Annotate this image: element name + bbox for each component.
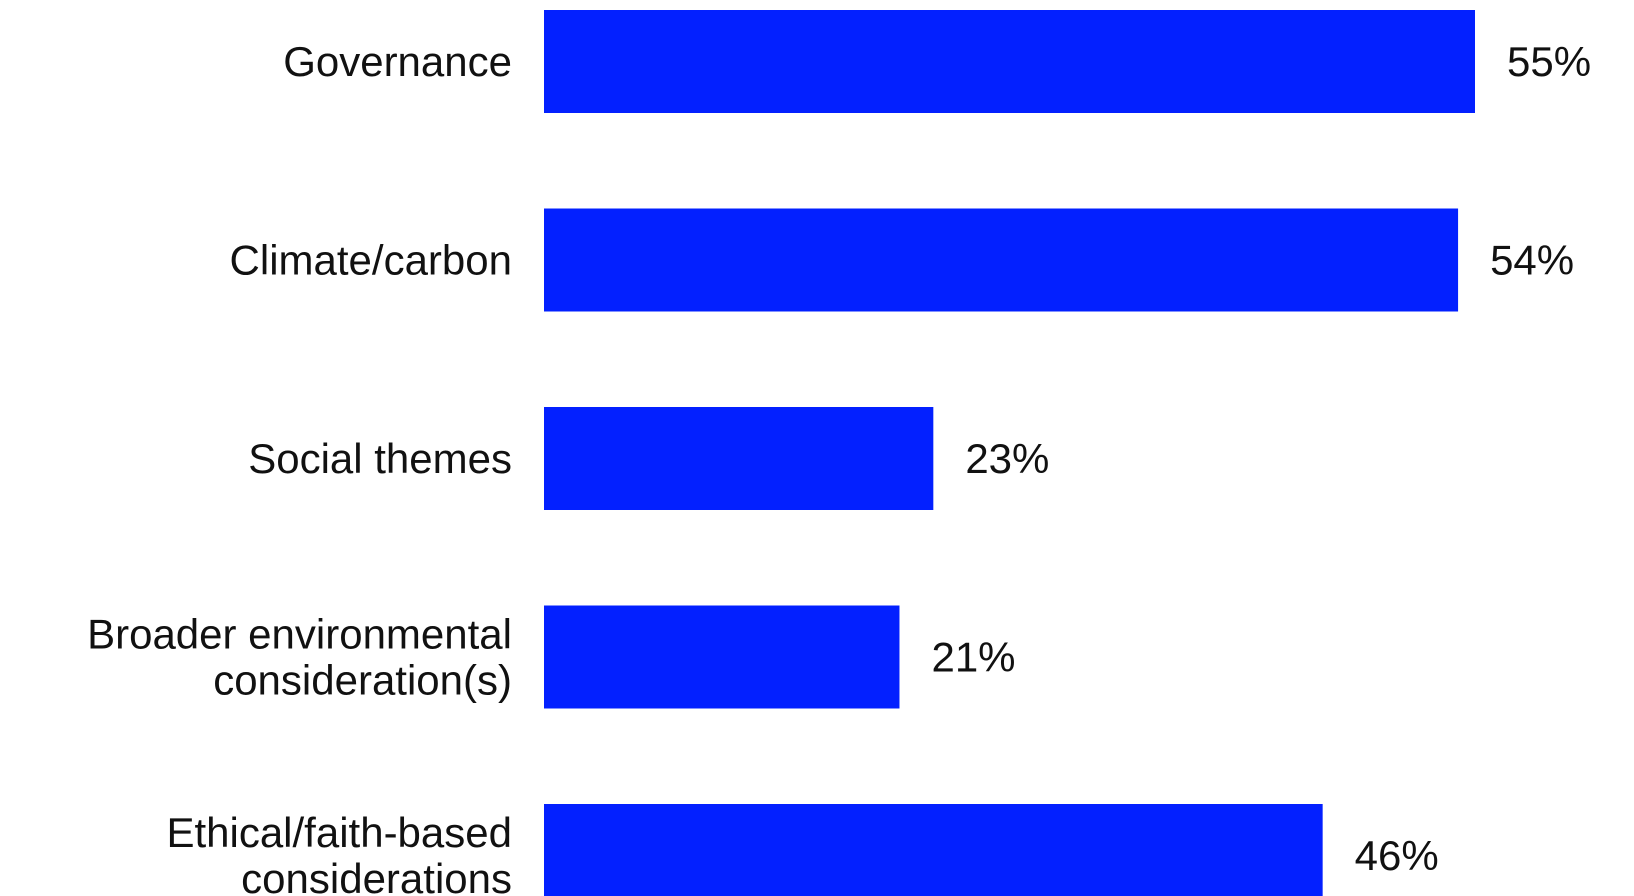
- category-label-line: consideration(s): [213, 657, 512, 704]
- value-label-4: 46%: [1355, 832, 1439, 879]
- bar-2: [544, 407, 934, 510]
- category-label-0: Governance: [283, 38, 512, 85]
- category-label-line: considerations: [241, 855, 512, 896]
- value-label-2: 23%: [965, 435, 1049, 482]
- bar-1: [544, 208, 1459, 312]
- category-label-1: Climate/carbon: [230, 237, 512, 284]
- category-label-line: Ethical/faith-based: [166, 809, 512, 856]
- category-label-line: Broader environmental: [87, 611, 512, 658]
- category-label-2: Social themes: [248, 435, 512, 482]
- category-label-line: Social themes: [248, 435, 512, 482]
- category-label-line: Governance: [283, 38, 512, 85]
- category-label-3: Broader environmental consideration(s): [87, 611, 512, 704]
- category-label-4: Ethical/faith-based considerations: [166, 809, 512, 896]
- value-label-1: 54%: [1490, 237, 1574, 284]
- bar-4: [544, 804, 1323, 896]
- value-label-3: 21%: [931, 634, 1015, 681]
- bar-3: [544, 605, 900, 709]
- bar-0: [544, 10, 1475, 113]
- category-label-line: Climate/carbon: [230, 237, 512, 284]
- value-label-0: 55%: [1507, 38, 1591, 85]
